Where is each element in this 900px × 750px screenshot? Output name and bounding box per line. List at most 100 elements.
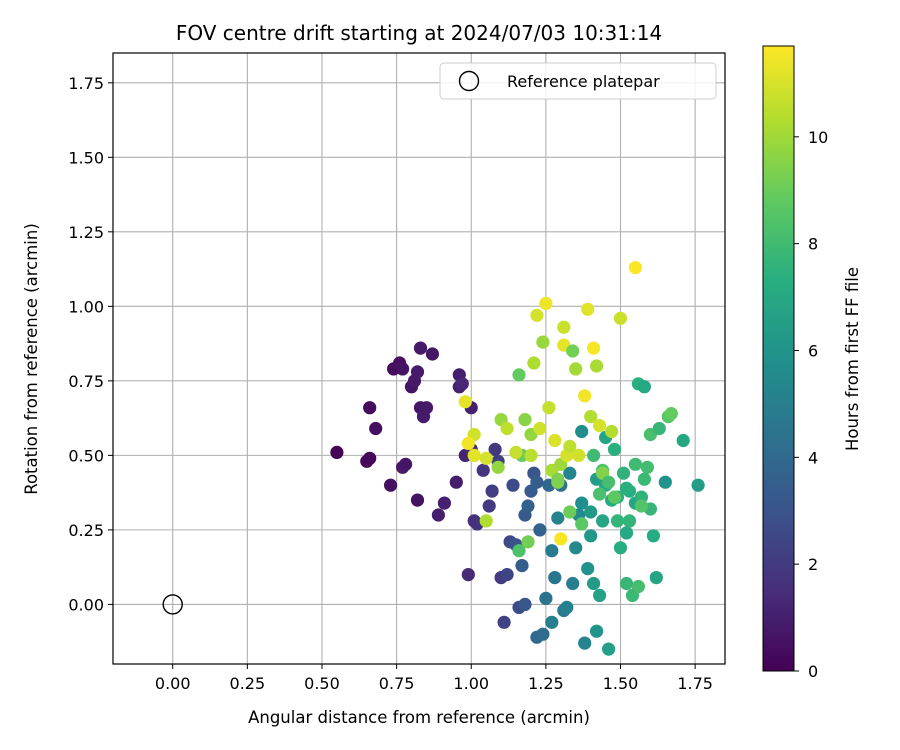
scatter-point [536,627,550,641]
reference-marker [162,594,183,615]
scatter-point [631,579,646,594]
scatter-point [637,380,652,394]
scatter-point [578,636,592,650]
scatter-point [363,451,377,465]
scatter-point [613,541,628,555]
scatter-point [607,490,622,504]
scatter-point [542,401,556,415]
scatter-point [619,526,634,540]
scatter-point [419,401,434,415]
scatter-point [425,347,439,361]
scatter-point [563,505,577,519]
scatter-point [581,302,595,316]
scatter-point [628,261,643,275]
x-tick-label: 0.25 [230,674,266,693]
colorbar-tick-label: 6 [808,341,818,360]
scatter-point [458,395,472,409]
scatter-point [518,413,532,427]
scatter-point [500,421,514,436]
y-tick-label: 0.75 [68,372,104,391]
scatter-point [545,544,559,558]
chart-title: FOV centre drift starting at 2024/07/03 … [176,21,662,45]
scatter-point [500,568,514,582]
x-tick-label: 1.50 [603,674,639,693]
colorbar-tick-label: 8 [808,235,818,254]
scatter-point [509,445,523,459]
scatter-point [676,433,690,448]
scatter-point [652,421,666,436]
scatter-point [581,562,595,576]
scatter-point [530,308,544,322]
x-axis-ticks: 0.00 0.25 0.50 0.75 1.00 1.25 1.50 1.75 [155,664,713,693]
scatter-point [569,362,583,376]
scatter-point [485,484,499,498]
scatter-point [575,424,589,439]
scatter-point [399,457,413,471]
scatter-point [530,475,544,489]
y-tick-label: 0.00 [68,595,104,614]
scatter-point [649,571,663,585]
x-tick-label: 1.00 [453,674,489,693]
scatter-point [461,568,475,582]
scatter-point [488,442,502,456]
scatter-point [637,472,652,486]
legend-box [439,62,717,100]
scatter-point [605,424,619,439]
x-tick-label: 0.75 [379,674,415,693]
scatter-point [545,615,559,629]
x-axis-label: Angular distance from reference (arcmin) [248,708,590,727]
colorbar-tick-label: 4 [808,448,818,467]
reference-point [162,594,183,615]
scatter-point [437,496,451,510]
data-points [330,261,705,656]
scatter-point [619,481,634,495]
scatter-point [622,514,637,528]
scatter-point [512,544,526,558]
scatter-point [590,359,604,373]
y-tick-label: 1.75 [68,74,104,93]
scatter-point [396,362,410,376]
scatter-point [593,487,607,501]
scatter-point [575,517,589,531]
scatter-point [548,433,562,448]
scatter-point [533,421,547,436]
scatter-point [461,436,475,450]
scatter-point [593,419,607,433]
scatter-point [584,529,598,543]
scatter-point [640,460,655,474]
y-axis-label: Rotation from reference (arcmin) [22,223,41,495]
scatter-point [596,514,610,528]
x-tick-label: 0.50 [304,674,340,693]
scatter-point [413,341,428,355]
scatter-point [575,496,589,510]
scatter-point [449,475,463,489]
scatter-point [607,442,622,456]
scatter-point [554,532,568,546]
scatter-point [539,591,553,606]
scatter-point [524,448,538,462]
legend-entry-reference: Reference platepar [507,72,660,91]
scatter-point [527,356,541,370]
colorbar-tick-label: 2 [808,555,818,574]
scatter-point [431,508,445,522]
legend: Reference platepar [439,62,717,100]
scatter-point [410,493,425,507]
scatter-point [515,559,529,573]
scatter-point [548,571,562,585]
scatter-point [539,296,553,310]
scatter-point [590,624,604,638]
x-tick-label: 1.75 [677,674,713,693]
y-tick-label: 1.50 [68,148,104,167]
scatter-point [410,365,425,379]
scatter-point [384,478,398,492]
scatter-point [602,475,616,489]
scatter-point [518,597,532,612]
scatter-point [551,511,565,525]
colorbar-tick-label: 10 [808,128,828,147]
scatter-point [482,499,496,513]
y-tick-label: 0.50 [68,446,104,465]
colorbar-tick-label: 0 [808,662,818,681]
scatter-point [587,576,601,591]
scatter-point [369,421,383,436]
